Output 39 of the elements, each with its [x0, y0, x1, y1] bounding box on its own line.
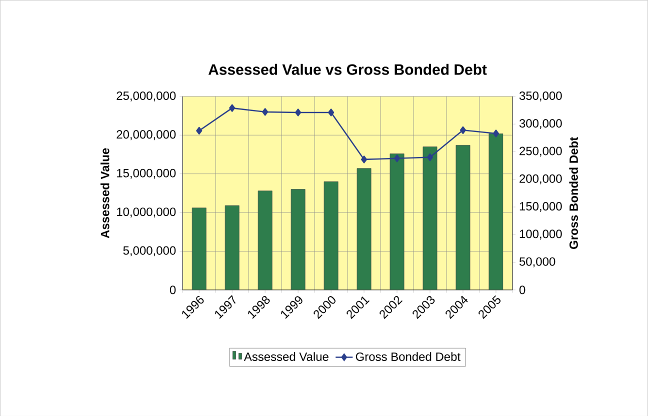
- bar: [356, 168, 372, 290]
- bar: [290, 188, 306, 290]
- bar: [224, 205, 240, 290]
- point: [492, 129, 500, 138]
- y-axis-title: Assessed Value: [100, 148, 110, 238]
- y2-tick-label: 100,000: [520, 229, 562, 240]
- y-tick-label: 10,000,000: [117, 207, 176, 218]
- legend-label: Gross Bonded Debt: [356, 352, 460, 361]
- y2-tick-label: 300,000: [519, 118, 562, 129]
- point: [196, 126, 202, 134]
- y2-tick-label: 350,000: [519, 91, 562, 102]
- y2-tick-label: 250,000: [520, 146, 562, 156]
- y2-tick-label: 150,000: [520, 202, 562, 212]
- chart-title: Assessed Value vs Gross Bonded Debt: [208, 64, 487, 75]
- point: [295, 108, 302, 116]
- bar: [422, 146, 438, 290]
- point: [426, 153, 434, 161]
- y-tick-label: 15,000,000: [117, 168, 176, 179]
- y-tick-label: 0: [170, 285, 176, 294]
- point: [262, 108, 268, 116]
- y2-tick-label: 50,000: [519, 257, 556, 268]
- bar: [324, 181, 338, 290]
- point: [328, 108, 334, 116]
- bar: [488, 133, 504, 290]
- bar: [192, 207, 206, 290]
- y2-tick-label: 0: [519, 285, 526, 294]
- y2-tick-label: 200,000: [520, 174, 562, 184]
- point: [361, 155, 368, 164]
- y-tick-label: 20,000,000: [116, 130, 176, 140]
- bar: [456, 144, 470, 290]
- y-tick-label: 5,000,000: [123, 246, 176, 256]
- point: [394, 154, 400, 162]
- point: [460, 126, 466, 134]
- y-tick-label: 25,000,000: [116, 91, 176, 102]
- y2-axis-title: Gross Bonded Debt: [569, 136, 578, 249]
- legend-label: Assessed Value: [244, 352, 328, 361]
- point: [229, 104, 236, 112]
- bar: [258, 190, 272, 290]
- bar: [390, 153, 404, 290]
